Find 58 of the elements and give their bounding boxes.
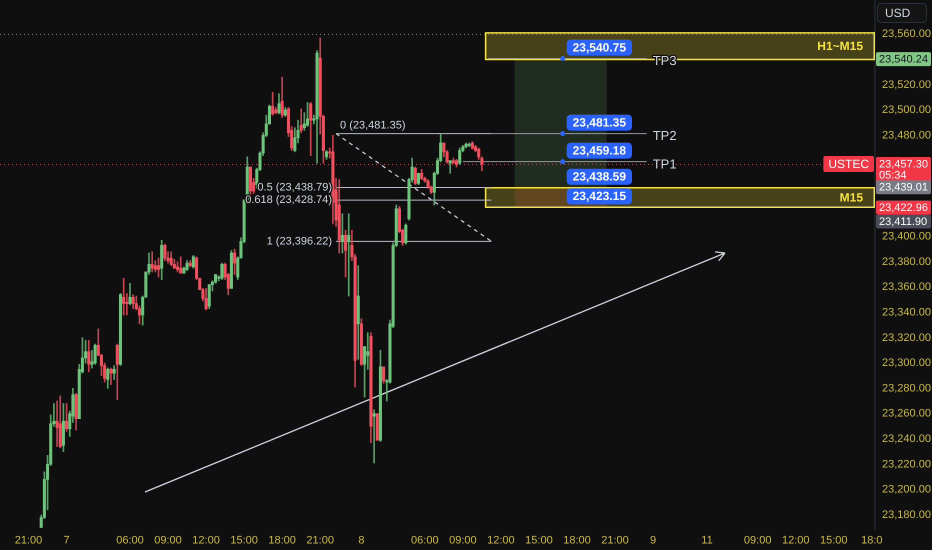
y-tick-label: 23,360.00 xyxy=(882,281,931,294)
annotation: 23,459.18 xyxy=(572,143,626,158)
x-tick-label: 21:00 xyxy=(306,534,334,547)
ref-line-label: USTEC xyxy=(828,156,870,171)
x-tick-label: 15:00 xyxy=(820,534,848,547)
series-label: TP1 xyxy=(652,156,677,172)
x-tick-label: 21:00 xyxy=(601,534,629,547)
x-tick-label: 8 xyxy=(358,534,364,547)
x-tick-label: 15:00 xyxy=(525,534,553,547)
annotation: 23,540.75 xyxy=(572,40,626,54)
annotation: 23,438.59 xyxy=(572,170,626,184)
x-tick-label: 18:00 xyxy=(268,534,296,547)
y-tick-label: 23,422.96 xyxy=(879,202,928,214)
series-label: 0 (23,481.35) xyxy=(340,120,406,132)
y-tick-label: 23,500.00 xyxy=(882,104,931,116)
series-label: TP2 xyxy=(652,128,677,144)
x-tick-label: 18:0 xyxy=(861,534,883,547)
y-tick-label: 23,260.00 xyxy=(882,408,931,420)
y-tick-label: 23,480.00 xyxy=(882,129,931,142)
text: 05:34 xyxy=(879,170,907,182)
x-tick-label: 06:00 xyxy=(116,534,144,547)
x-tick-label: 09:00 xyxy=(744,534,772,547)
band-label: H1~M15 xyxy=(817,38,864,53)
y-tick-label: 23,320.00 xyxy=(882,332,931,344)
x-tick-label: 7 xyxy=(64,534,70,547)
y-tick-label: 23,457.30 xyxy=(879,158,928,171)
y-tick-label: 23,280.00 xyxy=(882,382,931,394)
y-tick-label: 23,560.00 xyxy=(882,28,931,40)
y-axis-title: USD xyxy=(877,3,927,23)
x-tick-label: 12:00 xyxy=(782,534,810,547)
annotation: 23,423.15 xyxy=(572,189,626,204)
y-tick-label: 23,439.01 xyxy=(879,182,928,194)
x-tick-label: 21:00 xyxy=(14,534,42,547)
x-tick-label: 06:00 xyxy=(411,534,439,547)
y-tick-label: 23,520.00 xyxy=(882,78,931,91)
series-label: 1 (23,396.22) xyxy=(266,235,332,248)
y-tick-label: 23,400.00 xyxy=(882,230,931,243)
y-tick-label: 23,380.00 xyxy=(882,256,931,268)
y-tick-label: 23,240.00 xyxy=(882,432,931,445)
y-tick-label: 23,200.00 xyxy=(882,484,931,496)
y-tick-label: 23,340.00 xyxy=(882,306,931,318)
x-tick-label: 15:00 xyxy=(230,534,258,547)
series-label: 0.5 (23,438.79) xyxy=(257,182,332,194)
series-label: 0.618 (23,428.74) xyxy=(245,194,332,206)
annotation: 23,481.35 xyxy=(572,115,626,130)
x-tick-label: 18:00 xyxy=(563,534,591,547)
y-tick-label: 23,411.90 xyxy=(879,216,928,228)
x-tick-label: 12:00 xyxy=(487,534,515,547)
y-tick-label: 23,180.00 xyxy=(882,508,931,521)
x-tick-label: 11 xyxy=(701,534,713,547)
y-tick-label: 23,540.24 xyxy=(879,54,928,66)
x-tick-label: 09:00 xyxy=(154,534,182,547)
y-tick-label: 23,220.00 xyxy=(882,458,931,470)
x-tick-label: 09:00 xyxy=(449,534,477,547)
x-tick-label: 12:00 xyxy=(192,534,220,547)
y-tick-label: 23,300.00 xyxy=(882,357,931,370)
band-label: M15 xyxy=(840,190,864,204)
x-tick-label: 9 xyxy=(650,534,656,547)
